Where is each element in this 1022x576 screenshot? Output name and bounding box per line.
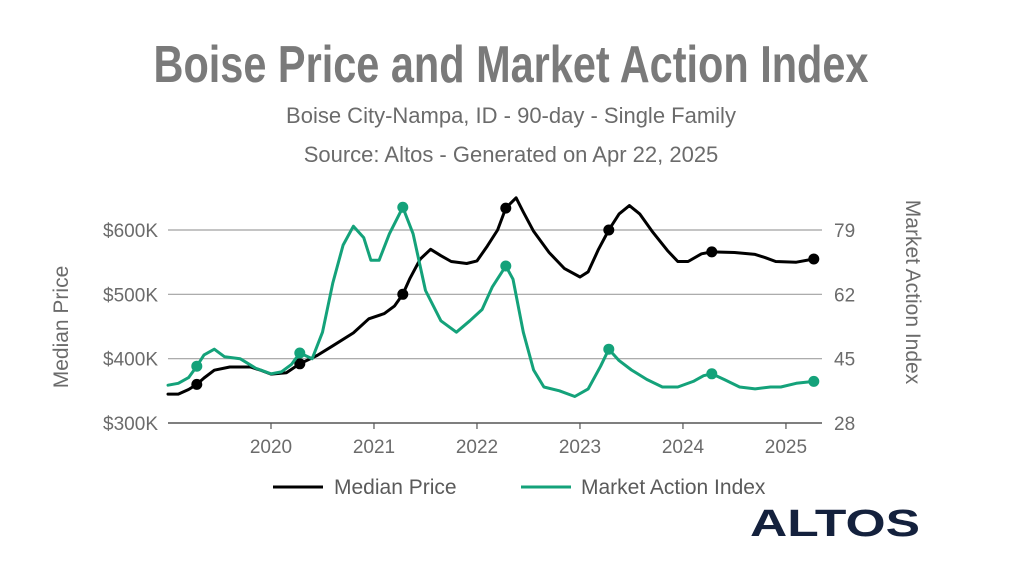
right-tick-label: 79 [834,221,855,242]
chart-subtitle: Boise City-Nampa, ID - 90-day - Single F… [286,103,736,128]
series-layer [166,196,820,398]
x-tick-label: 2025 [765,437,807,458]
data-point-median-price [500,202,512,214]
x-tick-label: 2023 [559,437,601,458]
left-tick-label: $500K [103,285,158,306]
right-axis-ticks: 28 45 62 79 [834,221,855,435]
left-tick-label: $400K [103,350,158,371]
right-tick-label: 62 [834,285,855,306]
left-axis-ticks: $300K $400K $500K $600K [103,221,158,435]
series-line-market-action-index [166,205,816,398]
data-point-median-price [191,378,203,390]
right-tick-label: 45 [834,350,855,371]
data-point-market-action-index [191,360,203,372]
x-tick-label: 2022 [456,437,498,458]
left-tick-label: $300K [103,414,158,435]
legend: Median Price Market Action Index [273,476,766,499]
x-axis-ticks: 2020 2021 2022 2023 2024 2025 [250,423,807,458]
right-axis-label: Market Action Index [901,200,924,385]
x-tick-label: 2021 [353,437,395,458]
x-tick-label: 2024 [662,437,705,458]
data-point-median-price [397,288,409,300]
x-tick-label: 2020 [250,437,292,458]
data-point-median-price [808,253,820,265]
legend-label-market-action-index: Market Action Index [581,476,766,499]
left-tick-label: $600K [103,221,158,242]
altos-logo: ALTOS [750,503,920,545]
data-point-market-action-index [706,368,718,380]
data-point-median-price [294,358,306,370]
data-point-median-price [603,224,615,236]
series-line-median-price [166,196,816,396]
chart-title: Boise Price and Market Action Index [154,36,869,94]
right-tick-label: 28 [834,414,855,435]
grid [168,229,822,424]
legend-label-median-price: Median Price [334,476,457,499]
left-axis-label: Median Price [50,266,73,389]
data-point-market-action-index [808,375,820,387]
data-point-market-action-index [294,347,306,359]
data-point-median-price [706,246,718,258]
data-point-market-action-index [603,343,615,355]
data-point-market-action-index [500,260,512,272]
chart-source: Source: Altos - Generated on Apr 22, 202… [304,142,719,167]
data-point-market-action-index [397,201,409,213]
